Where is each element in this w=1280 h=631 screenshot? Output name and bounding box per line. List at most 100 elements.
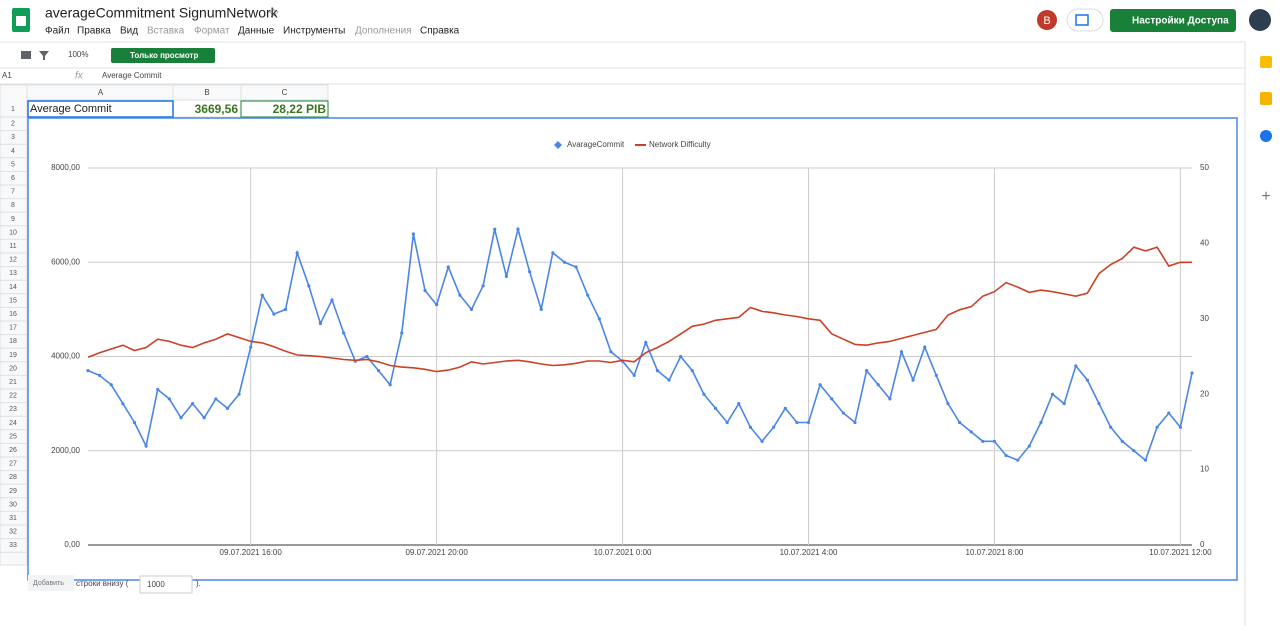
y-tick-label: 0,00 [64, 540, 80, 549]
point [1120, 439, 1124, 443]
point [748, 425, 753, 429]
row-header: 23 [9, 406, 17, 413]
calendar-icon[interactable] [1260, 56, 1272, 68]
point [458, 293, 462, 297]
zoom[interactable]: 100% [68, 50, 88, 59]
menu-item[interactable]: Инструменты [283, 26, 345, 37]
point [388, 383, 392, 387]
row-header: 5 [11, 161, 15, 168]
x-tick-label: 10.07.2021 0:00 [594, 548, 652, 557]
avatar[interactable] [1037, 10, 1057, 30]
tasks-icon[interactable] [1260, 130, 1272, 142]
menu-item[interactable]: Справка [420, 26, 460, 37]
filter-icon[interactable] [39, 51, 49, 60]
point [551, 251, 555, 255]
point [632, 373, 636, 377]
point [411, 232, 415, 236]
y2-tick-label: 0 [1200, 540, 1205, 549]
present-icon [1075, 14, 1089, 26]
point [202, 416, 206, 420]
row-header: 7 [11, 189, 15, 196]
point [435, 303, 439, 307]
point [342, 331, 346, 335]
mode-label: Только просмотр [130, 51, 198, 60]
row-header: 18 [9, 338, 17, 345]
point [609, 350, 613, 354]
point [1190, 371, 1194, 375]
footer-end: ). [196, 579, 201, 588]
y-tick-label: 2000,00 [51, 446, 80, 455]
star-icon[interactable]: ☆ [268, 5, 280, 20]
menu: Файл Правка Вид Вставка Формат Данные Инструме… [45, 26, 460, 37]
y-tick-label: 4000,00 [51, 352, 80, 361]
x-tick-label: 09.07.2021 16:00 [220, 548, 283, 557]
selected-cell [27, 100, 174, 118]
doc-title[interactable]: averageCommitment SignumNetwork [45, 5, 279, 21]
mode-button[interactable] [111, 48, 215, 63]
row-header: 19 [9, 352, 17, 359]
sheets-icon-grid [16, 16, 26, 26]
point [562, 260, 567, 264]
menu-item[interactable]: Данные [238, 26, 275, 37]
point [911, 378, 915, 382]
user-avatar[interactable] [1249, 9, 1271, 31]
menu-item[interactable]: Правка [77, 26, 111, 37]
row-header: 29 [9, 488, 17, 495]
menu-item[interactable]: Дополнения [355, 26, 412, 37]
point [1074, 364, 1078, 368]
point [690, 369, 694, 373]
legend-marker [554, 141, 562, 149]
keep-icon[interactable] [1260, 92, 1272, 105]
row-header: 9 [11, 216, 15, 223]
present-button[interactable] [1066, 8, 1104, 32]
menu-item[interactable]: Формат [194, 26, 230, 37]
point [516, 227, 520, 231]
point [667, 378, 671, 382]
formula-content[interactable]: Average Commit [102, 71, 162, 80]
row-header: 20 [9, 365, 17, 372]
share-label: Настройки Доступа [1132, 16, 1229, 27]
add-button[interactable] [28, 575, 74, 591]
row-header: 21 [9, 379, 17, 386]
point [156, 387, 160, 392]
point [1004, 453, 1008, 458]
row-header: 31 [9, 515, 17, 522]
row-header: 10 [9, 229, 17, 236]
point [586, 293, 590, 297]
share-button[interactable] [1110, 9, 1236, 32]
row-header: 30 [9, 501, 17, 508]
row-count-input[interactable] [139, 575, 193, 594]
menu-item[interactable]: Вид [120, 26, 138, 37]
point [493, 227, 497, 231]
point [818, 383, 822, 387]
point [446, 265, 450, 269]
row-header: 22 [9, 393, 17, 400]
point [272, 312, 276, 316]
print-icon[interactable] [21, 51, 31, 59]
footer-text: строки внизу ( [76, 579, 129, 588]
point [260, 293, 264, 297]
menu-item[interactable]: Файл [45, 26, 70, 37]
point [469, 307, 474, 311]
legend-label: Network Difficulty [649, 140, 711, 149]
point [992, 439, 997, 443]
point [574, 265, 578, 269]
point [307, 284, 311, 288]
series-line [87, 226, 1193, 462]
point [876, 383, 880, 387]
menu-item[interactable]: Вставка [147, 26, 185, 37]
point [295, 251, 299, 255]
row-header: 25 [9, 433, 17, 440]
add-icon[interactable]: + [1261, 188, 1270, 205]
point [830, 397, 834, 401]
point [481, 284, 485, 288]
chart-frame[interactable] [27, 117, 1238, 581]
point [249, 345, 253, 349]
fx-icon: fx [75, 71, 84, 82]
name-box[interactable]: A1 [2, 71, 12, 80]
row-header: 24 [9, 420, 17, 427]
row-header: 12 [9, 257, 17, 264]
point [1097, 402, 1101, 406]
row-header: 14 [9, 284, 17, 291]
